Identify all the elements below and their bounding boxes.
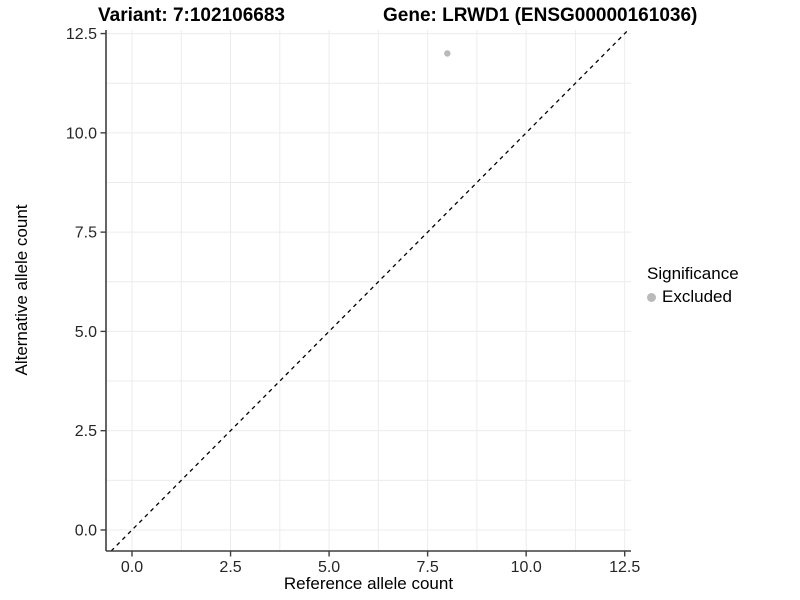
x-tick-label: 5.0 [318, 559, 340, 576]
x-tick-label: 0.0 [121, 559, 143, 576]
x-axis-label: Reference allele count [283, 574, 454, 593]
data-point-excluded [444, 50, 451, 57]
y-tick-label: 0.0 [75, 522, 97, 539]
y-tick-label: 7.5 [75, 225, 97, 242]
y-tick-label: 5.0 [75, 324, 97, 341]
identity-reference-line [110, 29, 629, 552]
y-tick-label: 12.5 [66, 26, 97, 43]
x-tick-label: 10.0 [511, 559, 542, 576]
legend-title: Significance [647, 264, 739, 283]
x-tick-label: 7.5 [416, 559, 438, 576]
y-axis-label: Alternative allele count [12, 204, 31, 376]
x-tick-label: 2.5 [219, 559, 241, 576]
y-tick-label: 10.0 [66, 125, 97, 142]
excluded-point-icon [647, 292, 656, 302]
legend-item-excluded: Excluded [647, 287, 739, 307]
title-gene: Gene: LRWD1 (ENSG00000161036) [383, 5, 698, 26]
title-variant: Variant: 7:102106683 [98, 5, 285, 26]
x-tick-label: 12.5 [609, 559, 640, 576]
legend: Significance Excluded [647, 264, 739, 307]
y-tick-label: 2.5 [75, 423, 97, 440]
legend-item-label: Excluded [662, 287, 732, 306]
